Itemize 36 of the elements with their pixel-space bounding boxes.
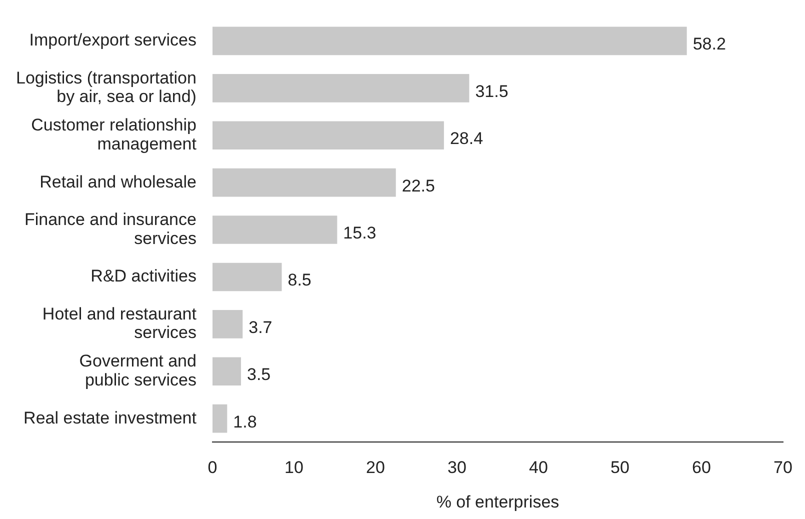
x-tick-label: 60 [692,458,711,478]
bar [212,74,470,102]
data-label: 31.5 [475,82,508,101]
bar [212,310,243,338]
bar [212,262,282,292]
data-label: 58.2 [692,34,726,54]
x-axis-title: % of enterprises [436,492,560,512]
y-tick-label: Hotel and restaurant services [42,304,197,342]
x-tick-label: 10 [284,458,304,478]
data-label: 15.3 [343,223,376,242]
bar [212,168,396,197]
y-tick-label: Logistics (transportation by air, sea or land) [16,68,196,106]
y-tick-label: Customer relationship management [31,116,197,154]
data-label: 1.8 [233,412,257,432]
x-tick-label: 70 [774,458,792,478]
x-tick-label: 20 [366,458,385,478]
data-label: 22.5 [402,176,435,196]
x-tick-label: 0 [208,458,218,478]
x-tick-label: 30 [448,458,466,478]
data-label: 28.4 [450,129,484,148]
y-tick-label: R&D activities [90,266,196,286]
y-tick-label: Import/export services [29,30,196,50]
data-label: 8.5 [288,270,312,290]
x-tick-label: 50 [610,458,630,478]
y-tick-label: Finance and insurance services [24,210,196,248]
bar [212,26,687,56]
y-tick-label: Real estate investment [24,408,197,428]
x-tick-label: 40 [529,458,548,478]
bar [212,121,444,150]
data-label: 3.5 [247,365,271,384]
data-label: 3.7 [248,318,272,337]
bar [212,216,338,244]
y-tick-label: Goverment and public services [79,352,196,390]
bar [212,404,228,433]
y-tick-label: Retail and wholesale [40,172,196,192]
bar [212,357,241,386]
